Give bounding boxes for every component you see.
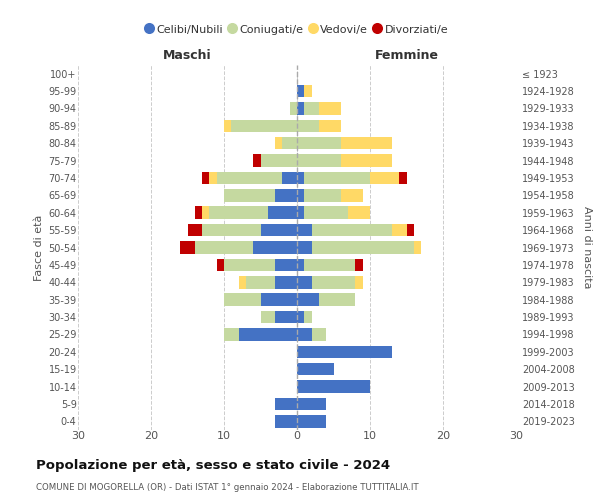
Bar bbox=[304, 206, 348, 219]
Bar bbox=[275, 137, 283, 149]
Bar bbox=[224, 120, 232, 132]
Bar bbox=[209, 172, 217, 184]
Bar bbox=[283, 137, 297, 149]
Y-axis label: Fasce di età: Fasce di età bbox=[34, 214, 44, 280]
Bar bbox=[202, 224, 260, 236]
Bar bbox=[297, 241, 311, 254]
Bar bbox=[414, 241, 421, 254]
Bar bbox=[275, 311, 297, 324]
Bar bbox=[224, 294, 260, 306]
Bar bbox=[297, 311, 304, 324]
Bar bbox=[297, 120, 319, 132]
Bar bbox=[297, 137, 341, 149]
Bar bbox=[297, 85, 304, 98]
Bar bbox=[195, 206, 202, 219]
Bar bbox=[232, 120, 297, 132]
Bar bbox=[297, 294, 319, 306]
Bar bbox=[297, 102, 304, 115]
Bar bbox=[407, 224, 414, 236]
Bar bbox=[399, 172, 407, 184]
Text: Maschi: Maschi bbox=[163, 48, 212, 62]
Bar bbox=[297, 380, 370, 393]
Bar bbox=[275, 189, 297, 202]
Bar bbox=[341, 154, 392, 167]
Bar bbox=[341, 137, 392, 149]
Y-axis label: Anni di nascita: Anni di nascita bbox=[582, 206, 592, 289]
Bar bbox=[297, 346, 392, 358]
Bar bbox=[297, 328, 311, 340]
Bar bbox=[304, 258, 355, 271]
Bar bbox=[260, 224, 297, 236]
Bar bbox=[239, 276, 246, 288]
Bar bbox=[341, 189, 362, 202]
Bar bbox=[188, 224, 202, 236]
Bar bbox=[297, 276, 311, 288]
Bar bbox=[217, 172, 283, 184]
Bar bbox=[297, 363, 334, 376]
Bar bbox=[304, 172, 370, 184]
Bar bbox=[311, 328, 326, 340]
Bar bbox=[224, 189, 275, 202]
Bar bbox=[348, 206, 370, 219]
Bar bbox=[319, 102, 341, 115]
Bar bbox=[290, 102, 297, 115]
Bar bbox=[239, 328, 297, 340]
Bar bbox=[355, 276, 362, 288]
Bar bbox=[260, 311, 275, 324]
Text: Femmine: Femmine bbox=[374, 48, 439, 62]
Bar bbox=[180, 241, 195, 254]
Bar bbox=[260, 154, 297, 167]
Bar bbox=[209, 206, 268, 219]
Bar bbox=[275, 398, 297, 410]
Bar bbox=[275, 415, 297, 428]
Bar bbox=[275, 258, 297, 271]
Bar bbox=[355, 258, 362, 271]
Bar bbox=[297, 398, 326, 410]
Bar bbox=[319, 294, 355, 306]
Bar bbox=[253, 154, 260, 167]
Bar bbox=[297, 415, 326, 428]
Bar bbox=[253, 241, 297, 254]
Bar bbox=[297, 172, 304, 184]
Bar bbox=[304, 102, 319, 115]
Bar bbox=[297, 189, 304, 202]
Bar bbox=[311, 276, 355, 288]
Bar bbox=[297, 206, 304, 219]
Bar bbox=[275, 276, 297, 288]
Bar bbox=[297, 258, 304, 271]
Bar bbox=[283, 172, 297, 184]
Bar bbox=[260, 294, 297, 306]
Bar bbox=[392, 224, 407, 236]
Bar bbox=[297, 154, 341, 167]
Bar bbox=[202, 172, 209, 184]
Bar bbox=[304, 189, 341, 202]
Bar bbox=[202, 206, 209, 219]
Bar bbox=[297, 224, 311, 236]
Bar bbox=[319, 120, 341, 132]
Bar bbox=[195, 241, 253, 254]
Bar bbox=[304, 311, 311, 324]
Text: COMUNE DI MOGORELLA (OR) - Dati ISTAT 1° gennaio 2024 - Elaborazione TUTTITALIA.: COMUNE DI MOGORELLA (OR) - Dati ISTAT 1°… bbox=[36, 484, 419, 492]
Bar bbox=[311, 224, 392, 236]
Bar bbox=[224, 328, 239, 340]
Bar bbox=[217, 258, 224, 271]
Bar bbox=[311, 241, 414, 254]
Bar bbox=[268, 206, 297, 219]
Legend: Celibi/Nubili, Coniugati/e, Vedovi/e, Divorziati/e: Celibi/Nubili, Coniugati/e, Vedovi/e, Di… bbox=[142, 20, 452, 39]
Bar bbox=[246, 276, 275, 288]
Bar bbox=[370, 172, 399, 184]
Bar bbox=[224, 258, 275, 271]
Bar bbox=[304, 85, 311, 98]
Text: Popolazione per età, sesso e stato civile - 2024: Popolazione per età, sesso e stato civil… bbox=[36, 460, 390, 472]
